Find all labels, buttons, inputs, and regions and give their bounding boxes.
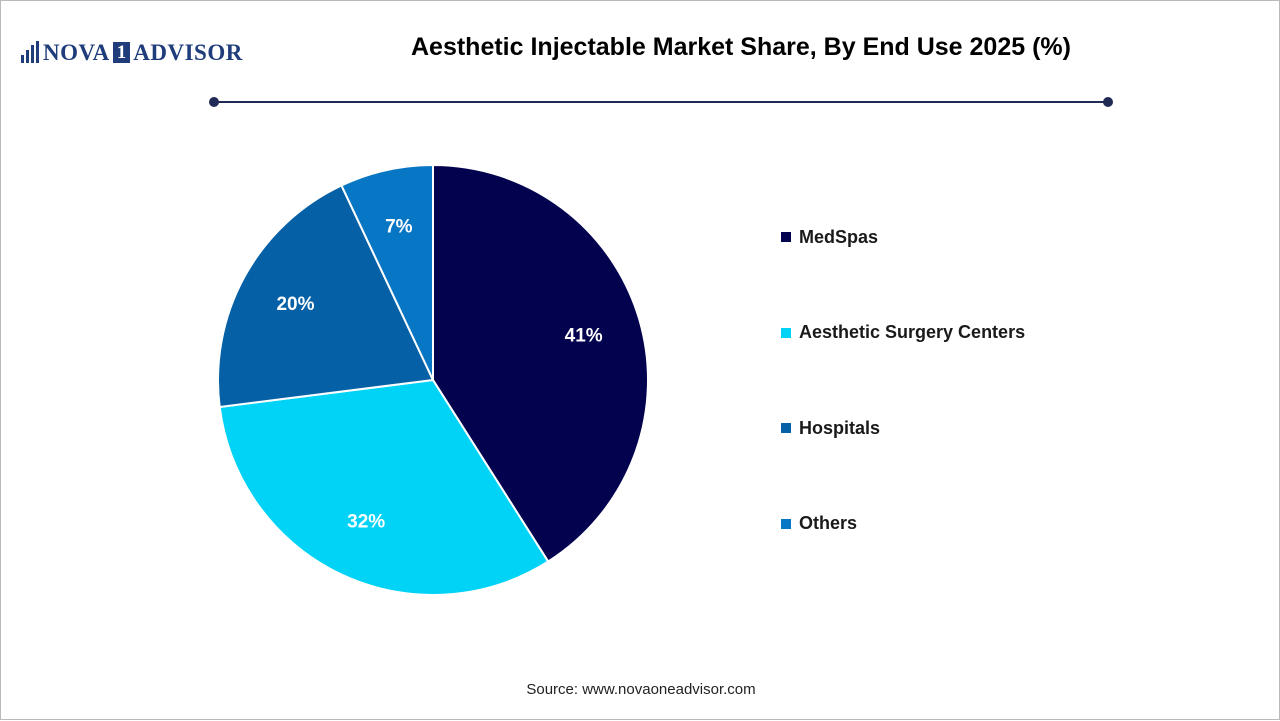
data-label-medspas: 41% — [565, 326, 603, 347]
legend-label: MedSpas — [799, 226, 879, 247]
data-label-others: 7% — [385, 216, 413, 237]
title-divider — [209, 97, 1113, 107]
legend-item-others: Others — [781, 512, 1025, 536]
legend-swatch — [781, 423, 791, 433]
legend-swatch — [781, 327, 791, 338]
chart-legend: MedSpas Aesthetic Surgery Centers Hospital… — [781, 225, 1025, 607]
chart-title: Aesthetic Injectable Market Share, By En… — [411, 33, 1071, 61]
legend-label: Aesthetic Surgery Centers — [799, 322, 1026, 342]
logo-name-left: NOVA — [43, 39, 110, 65]
pie-slice-medspas — [432, 163, 649, 563]
logo-name-digit: 1 — [112, 41, 131, 63]
legend-label: Hospitals — [799, 417, 881, 438]
nova-one-advisor-logo: NOVA 1 ADVISOR — [21, 37, 243, 67]
pie-slice-others — [340, 163, 434, 381]
source-note: Source: www.novaoneadvisor.com — [526, 681, 756, 698]
legend-swatch — [781, 232, 791, 242]
pie-slice-hospitals — [217, 184, 435, 409]
bar-chart-icon — [21, 41, 39, 63]
legend-swatch — [781, 518, 791, 529]
data-label-aesthetic-surgery-centers: 32% — [347, 512, 385, 533]
pie-slice-aesthetic-surgery-centers — [218, 378, 550, 596]
legend-label: Others — [799, 513, 858, 533]
legend-item-medspas: MedSpas — [781, 225, 1025, 249]
logo-name-right: ADVISOR — [133, 39, 243, 65]
legend-item-aesthetic-surgery-centers: Aesthetic Surgery Centers — [781, 321, 1025, 345]
legend-item-hospitals: Hospitals — [781, 416, 1025, 440]
data-label-hospitals: 20% — [276, 294, 314, 315]
